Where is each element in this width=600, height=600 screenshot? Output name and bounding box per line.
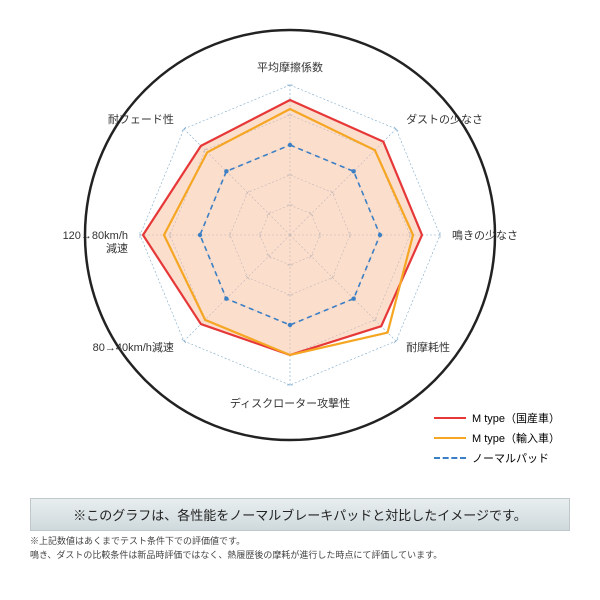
footnote-1: ※上記数値はあくまでテスト条件下での評価値です。 bbox=[30, 535, 570, 549]
svg-text:120→80km/h: 120→80km/h bbox=[63, 230, 128, 242]
caption-text: ※このグラフは、各性能をノーマルブレーキパッドと対比したイメージです。 bbox=[73, 508, 526, 523]
chart-legend: M type（国産車） M type（輸入車） ノーマルパッド bbox=[434, 410, 560, 470]
svg-text:80→40km/h減速: 80→40km/h減速 bbox=[93, 340, 174, 354]
svg-text:鳴きの少なさ: 鳴きの少なさ bbox=[452, 228, 518, 242]
svg-text:ディスクローター攻撃性: ディスクローター攻撃性 bbox=[230, 396, 350, 410]
legend-label: M type（国産車） bbox=[472, 410, 560, 426]
legend-label: ノーマルパッド bbox=[472, 450, 549, 466]
footnote-block: ※上記数値はあくまでテスト条件下での評価値です。 鳴き、ダストの比較条件は新品時… bbox=[30, 535, 570, 562]
svg-text:平均摩擦係数: 平均摩擦係数 bbox=[257, 60, 323, 74]
svg-text:耐フェード性: 耐フェード性 bbox=[108, 112, 174, 126]
svg-text:ダストの少なさ: ダストの少なさ bbox=[406, 112, 483, 126]
legend-item: M type（国産車） bbox=[434, 410, 560, 426]
footnote-2: 鳴き、ダストの比較条件は新品時評価ではなく、熱履歴後の摩耗が進行した時点にて評価… bbox=[30, 549, 570, 563]
legend-label: M type（輸入車） bbox=[472, 430, 560, 446]
legend-item: M type（輸入車） bbox=[434, 430, 560, 446]
svg-text:減速: 減速 bbox=[106, 241, 128, 255]
svg-text:耐摩耗性: 耐摩耗性 bbox=[406, 340, 450, 354]
radar-chart: 平均摩擦係数ダストの少なさ鳴きの少なさ耐摩耗性ディスクローター攻撃性 80→40k… bbox=[10, 10, 590, 490]
legend-item: ノーマルパッド bbox=[434, 450, 560, 466]
caption-box: ※このグラフは、各性能をノーマルブレーキパッドと対比したイメージです。 bbox=[30, 498, 570, 531]
radar-svg: 平均摩擦係数ダストの少なさ鳴きの少なさ耐摩耗性ディスクローター攻撃性 80→40k… bbox=[10, 10, 590, 465]
